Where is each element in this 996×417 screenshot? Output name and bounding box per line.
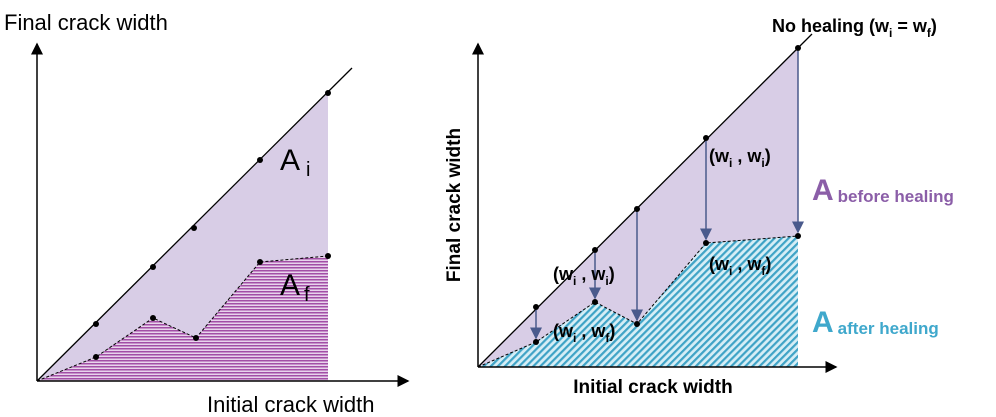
point-label-part: i — [761, 156, 764, 170]
point-label: (wi , wi) — [709, 146, 771, 170]
point-label-part: i — [573, 331, 576, 345]
point-label: (wi , wf) — [553, 321, 615, 345]
point-label-part: , w — [732, 146, 762, 166]
area-final — [37, 256, 328, 381]
points — [93, 90, 331, 360]
point-label-part: i — [729, 264, 732, 278]
dashed-line — [477, 235, 799, 368]
x-axis-label: Initial crack width — [573, 377, 732, 398]
y-axis-label: Final crack width — [4, 10, 168, 35]
point-labels: (wi , wi)(wi , wf)(wi , wi)(wi , wf) — [553, 146, 771, 345]
point-label-part: i — [729, 156, 732, 170]
point-label-part: ) — [609, 321, 615, 341]
point-label-part: i — [605, 274, 608, 288]
right-panel: Final crack width Initial crack width No… — [444, 16, 954, 398]
point-label-part: (w — [553, 321, 574, 341]
points — [533, 45, 801, 345]
dashed-line — [36, 255, 329, 382]
point-label-part: (w — [553, 264, 574, 284]
point-label: (wi , wf) — [709, 254, 771, 278]
point-label-part: ) — [765, 146, 771, 166]
diagonal — [36, 67, 353, 382]
diagonal — [477, 33, 813, 368]
point-label: (wi , wi) — [553, 264, 615, 288]
point-label-part: , w — [576, 264, 606, 284]
point-label-part: f — [761, 264, 766, 278]
point-label-part: ) — [609, 264, 615, 284]
point-label-part: f — [605, 331, 610, 345]
point-label-part: i — [573, 274, 576, 288]
point-label-part: (w — [709, 254, 730, 274]
point-label-part: , w — [732, 254, 762, 274]
healing-arrows — [530, 51, 804, 340]
y-axis-label: Final crack width — [444, 128, 465, 282]
point-label-part: , w — [576, 321, 606, 341]
x-axis-label: Initial crack width — [207, 392, 375, 417]
no-healing-label: No healing (wi = wf) — [772, 16, 937, 40]
point-label-part: (w — [709, 146, 730, 166]
point-label-part: ) — [765, 254, 771, 274]
area-after — [478, 236, 798, 367]
